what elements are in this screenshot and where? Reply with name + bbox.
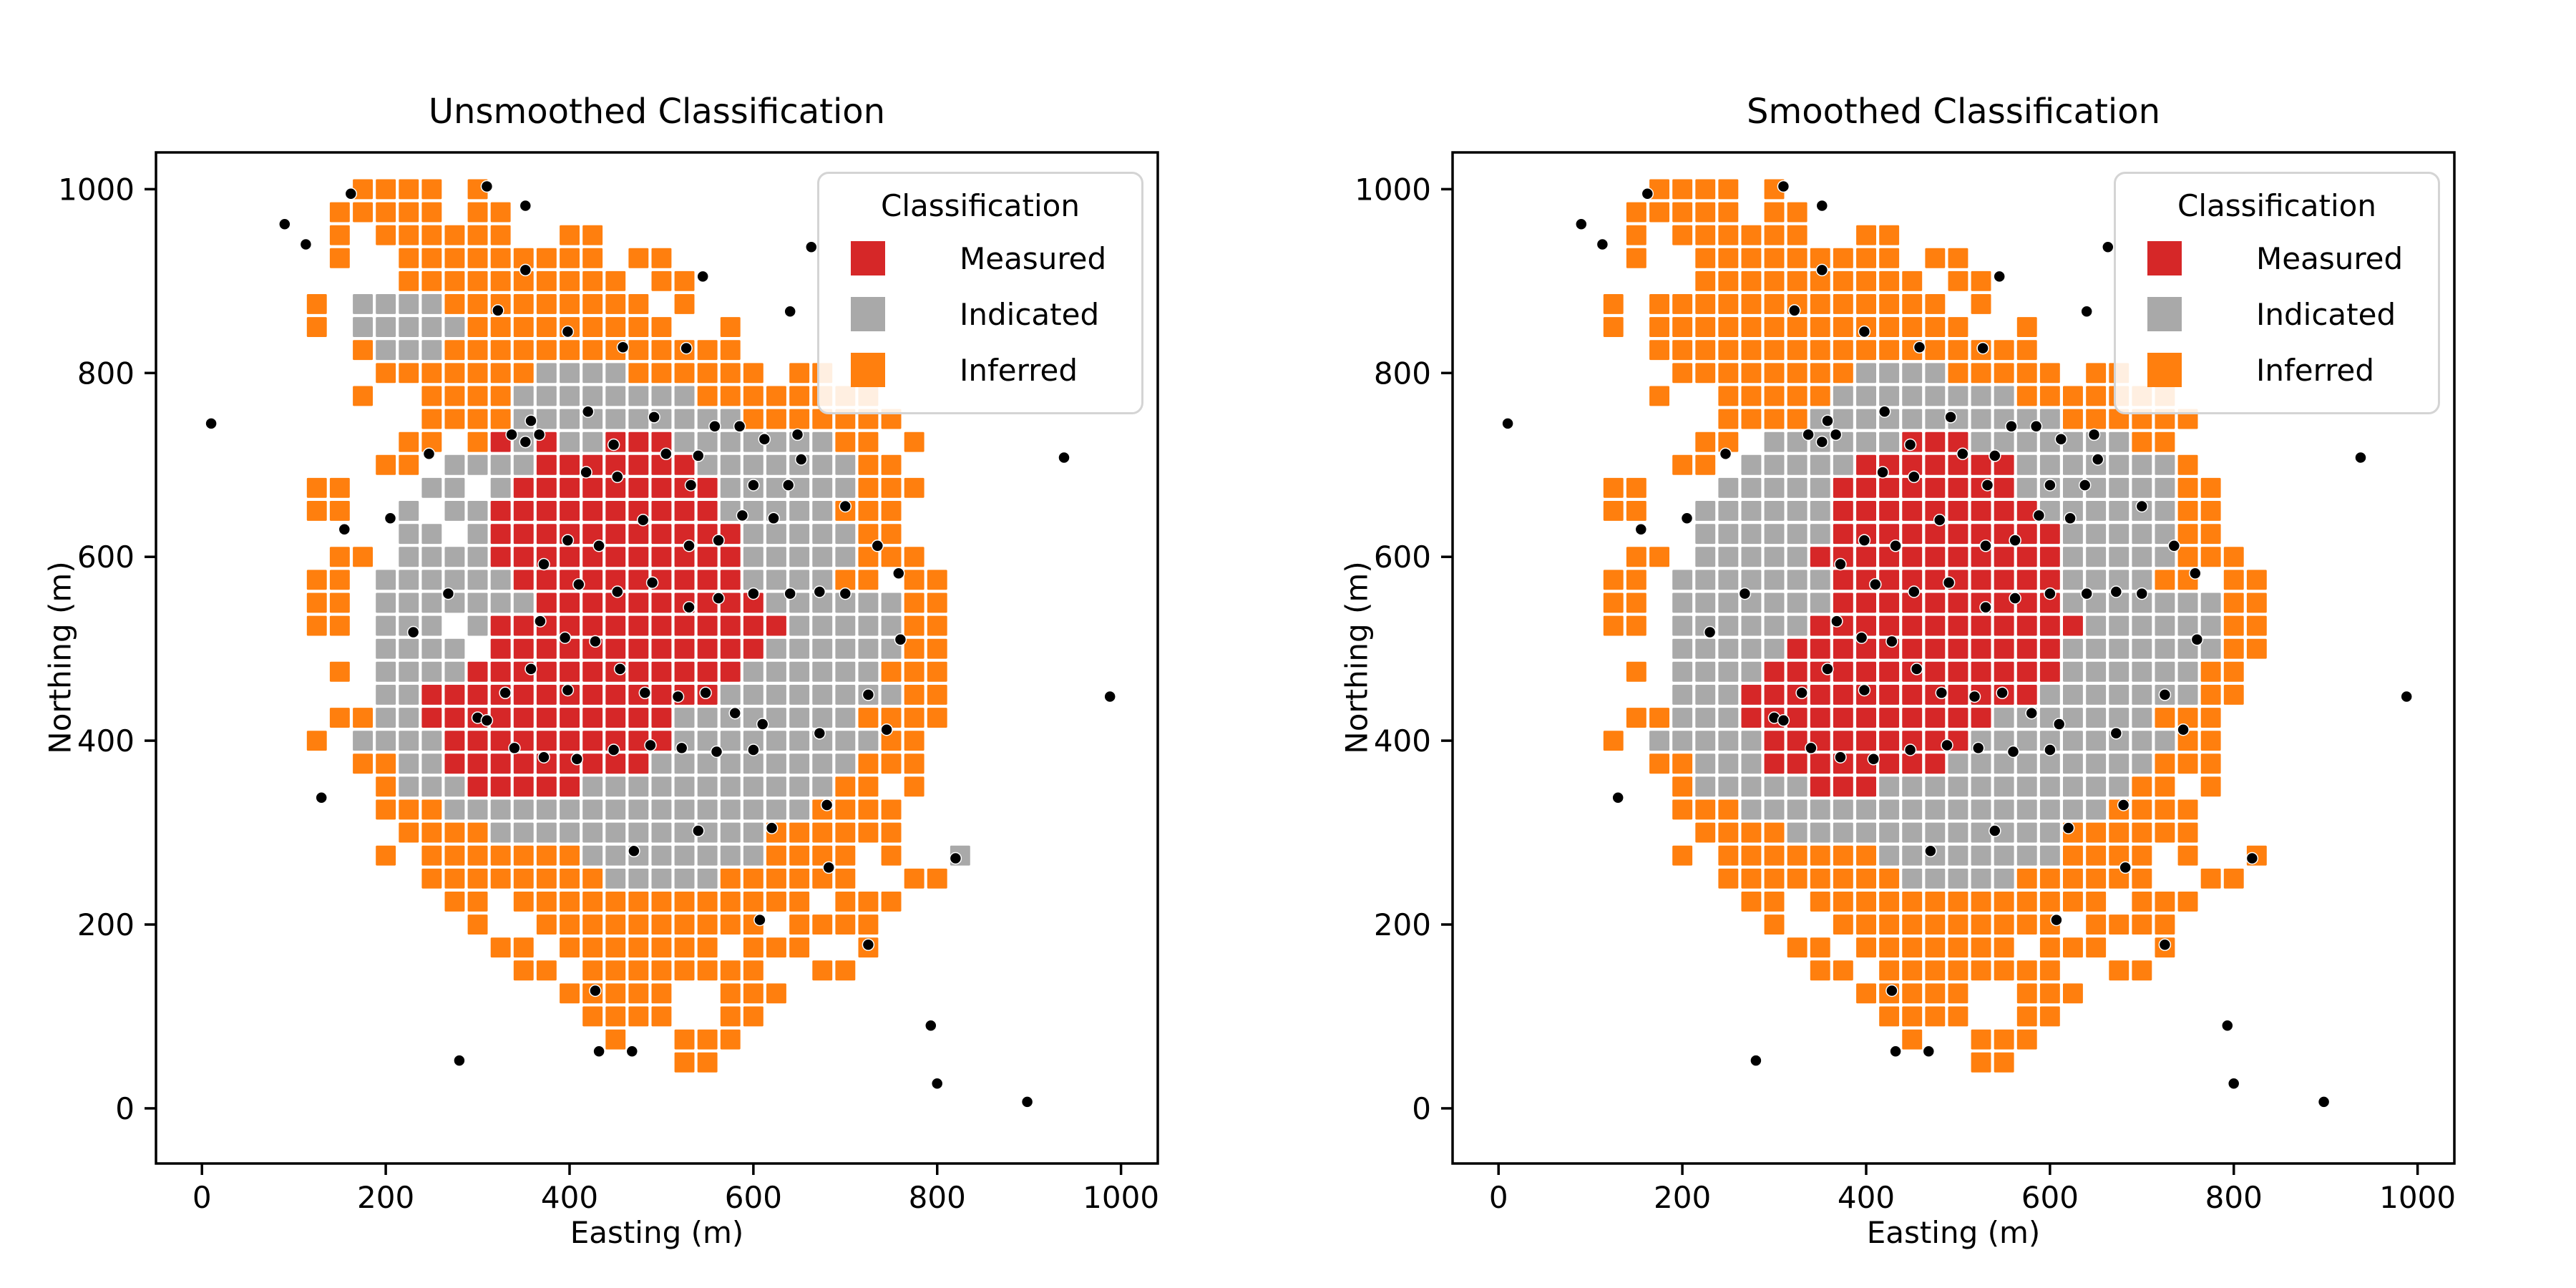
svg-text:200: 200 bbox=[1654, 1180, 1711, 1215]
right-legend: Classification Measured Indicated Inferr… bbox=[2114, 172, 2440, 414]
svg-text:400: 400 bbox=[1374, 723, 1431, 758]
svg-text:0: 0 bbox=[192, 1180, 212, 1215]
svg-text:600: 600 bbox=[725, 1180, 782, 1215]
left-legend: Classification Measured Indicated Inferr… bbox=[817, 172, 1143, 414]
svg-text:1000: 1000 bbox=[1355, 172, 1431, 207]
svg-text:0: 0 bbox=[1489, 1180, 1508, 1215]
legend-title: Classification bbox=[2177, 188, 2376, 223]
svg-text:800: 800 bbox=[2205, 1180, 2263, 1215]
svg-text:0: 0 bbox=[115, 1091, 135, 1126]
svg-text:800: 800 bbox=[909, 1180, 966, 1215]
legend-title: Classification bbox=[881, 188, 1080, 223]
svg-text:600: 600 bbox=[2021, 1180, 2079, 1215]
svg-text:200: 200 bbox=[1374, 907, 1431, 942]
legend-entry-indicated: Indicated bbox=[2129, 286, 2425, 342]
right-x-axis-label: Easting (m) bbox=[1866, 1215, 2041, 1250]
indicated-swatch-icon bbox=[851, 297, 885, 331]
measured-swatch-icon bbox=[2147, 241, 2182, 275]
legend-entry-inferred: Inferred bbox=[832, 342, 1128, 398]
svg-text:800: 800 bbox=[77, 356, 135, 391]
svg-text:200: 200 bbox=[357, 1180, 414, 1215]
legend-entry-indicated: Indicated bbox=[832, 286, 1128, 342]
svg-text:1000: 1000 bbox=[58, 172, 135, 207]
inferred-swatch-icon bbox=[851, 353, 885, 387]
svg-text:400: 400 bbox=[77, 723, 135, 758]
svg-text:400: 400 bbox=[541, 1180, 598, 1215]
measured-swatch-icon bbox=[851, 241, 885, 275]
svg-text:1000: 1000 bbox=[1083, 1180, 1159, 1215]
indicated-swatch-icon bbox=[2147, 297, 2182, 331]
inferred-swatch-icon bbox=[2147, 353, 2182, 387]
svg-text:400: 400 bbox=[1838, 1180, 1895, 1215]
legend-entry-inferred: Inferred bbox=[2129, 342, 2425, 398]
legend-entry-measured: Measured bbox=[2129, 230, 2425, 286]
svg-text:200: 200 bbox=[77, 907, 135, 942]
legend-entry-measured: Measured bbox=[832, 230, 1128, 286]
svg-text:600: 600 bbox=[77, 540, 135, 575]
svg-text:0: 0 bbox=[1412, 1091, 1431, 1126]
svg-text:1000: 1000 bbox=[2379, 1180, 2456, 1215]
svg-text:600: 600 bbox=[1374, 540, 1431, 575]
right-panel-title: Smoothed Classification bbox=[1746, 92, 2161, 132]
left-panel-title: Unsmoothed Classification bbox=[428, 92, 886, 132]
svg-text:800: 800 bbox=[1374, 356, 1431, 391]
left-x-axis-label: Easting (m) bbox=[570, 1215, 744, 1250]
